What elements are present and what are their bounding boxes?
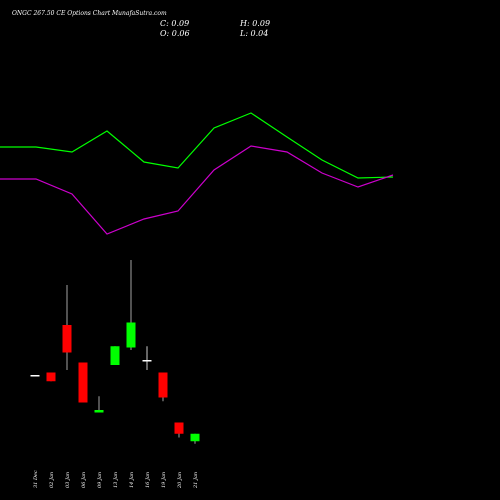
candle-body: [94, 410, 104, 413]
high-label: H: 0.09: [239, 19, 270, 28]
lower-line: [0, 145, 394, 235]
candle-body: [158, 372, 168, 398]
date-tick-label: 14 Jan: [129, 472, 135, 488]
candle-body: [126, 322, 136, 348]
chart-title: ONGC 267.50 CE Options Chart MunafaSutra…: [12, 10, 167, 17]
date-tick-label: 13 Jan: [113, 472, 119, 488]
date-tick-label: 21 Jan: [193, 472, 199, 489]
date-tick-label: 31 Dec: [33, 470, 39, 488]
candle-body: [46, 372, 56, 382]
date-tick-label: 19 Jan: [161, 472, 167, 488]
candles-group: [30, 260, 200, 444]
candle-body: [142, 360, 152, 362]
candle-body: [78, 362, 88, 403]
candle-body: [62, 325, 72, 353]
low-label: L: 0.04: [239, 29, 268, 38]
candle-body: [190, 433, 200, 442]
date-tick-label: 03 Jan: [65, 472, 71, 488]
candle-body: [174, 422, 184, 434]
date-tick-label: 02 Jan: [49, 472, 55, 488]
close-label: C: 0.09: [160, 19, 189, 28]
date-tick-label: 09 Jan: [97, 472, 103, 488]
date-tick-label: 20 Jan: [177, 472, 183, 489]
upper-line: [0, 112, 394, 179]
candle-body: [30, 375, 40, 377]
date-labels-group: 31 Dec 02 Jan 03 Jan 06 Jan 09 Jan 13 Jan 14 J…: [33, 470, 199, 489]
date-tick-label: 06 Jan: [81, 472, 87, 488]
date-tick-label: 16 Jan: [145, 472, 151, 488]
candle-body: [110, 346, 120, 365]
open-label: O: 0.06: [160, 29, 190, 38]
